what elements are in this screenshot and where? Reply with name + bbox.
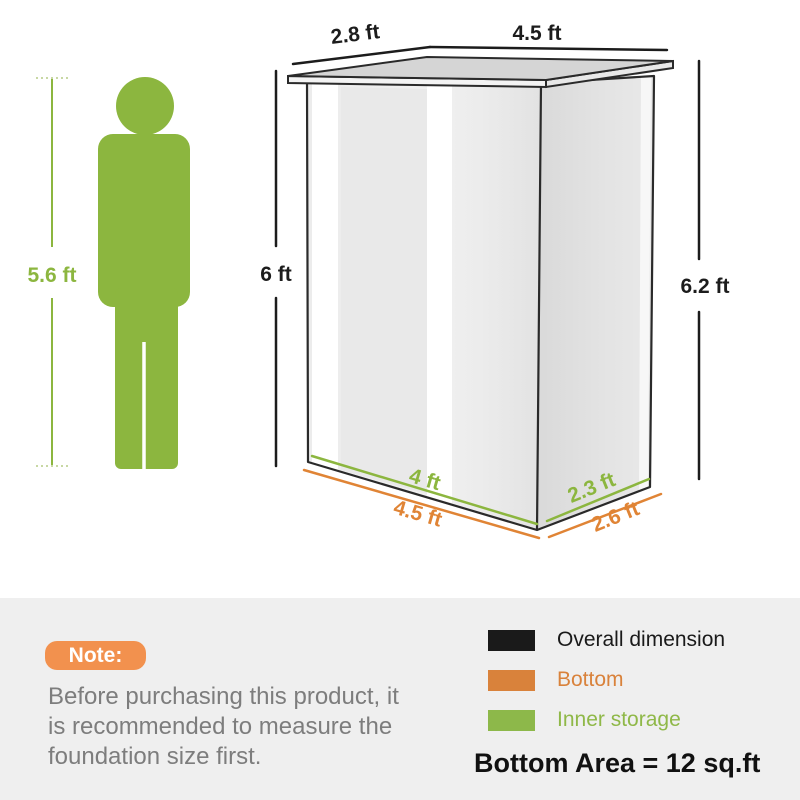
person-height-label: 5.6 ft: [27, 264, 76, 287]
person-body: [98, 134, 190, 307]
person-height-ticks: [36, 77, 68, 467]
inner-storage-lines: [310, 454, 651, 526]
front-height-label: 6 ft: [260, 263, 292, 286]
roof-depth-line: [291, 45, 432, 66]
info-panel: Note: Before purchasing this product, it…: [0, 598, 800, 800]
roof-depth-label: 2.8 ft: [329, 20, 380, 49]
note-badge-label: Note:: [68, 643, 123, 667]
shed-side-wall: [537, 76, 654, 530]
overall-height-label: 6.2 ft: [680, 275, 729, 298]
shed-door-panel: [341, 87, 427, 494]
note-badge: Note:: [45, 641, 146, 670]
person-legs: [115, 288, 178, 469]
roof-width-label: 4.5 ft: [512, 22, 561, 45]
roof-width-line: [428, 45, 669, 52]
note-line: is recommended to measure the: [48, 713, 393, 740]
inner-width-line: [310, 454, 539, 526]
shed-side-highlight: [639, 76, 651, 491]
legend-label: Bottom: [557, 668, 624, 691]
bottom-swatch: [488, 669, 535, 691]
person-head: [116, 77, 174, 135]
shed-roof-top: [287, 56, 674, 81]
shed-front-stripe-left: [312, 78, 338, 471]
legend-label: Overall dimension: [557, 628, 726, 651]
legend-item-overall: Overall dimension: [488, 628, 725, 652]
overall-dimension-swatch: [488, 629, 535, 651]
inner-storage-swatch: [488, 709, 535, 731]
bottom-dimension-lines: [302, 468, 663, 540]
bottom-depth-line: [547, 492, 663, 539]
note-line: Before purchasing this product, it: [48, 683, 399, 710]
note-text: Before purchasing this product, it is re…: [48, 682, 448, 772]
shed-front-stripe-right: [427, 80, 452, 503]
legend-item-bottom: Bottom: [488, 668, 624, 692]
dimension-diagram: 5.6 ft 2.8 ft 4.5 ft 6 ft 6.2 ft 4 ft 2.…: [27, 20, 730, 540]
bottom-width-line: [302, 468, 541, 540]
bottom-area-text: Bottom Area = 12 sq.ft: [474, 748, 761, 778]
shed: [287, 56, 674, 532]
inner-depth-line: [545, 477, 651, 523]
note-line: foundation size first.: [48, 743, 262, 770]
legend-label: Inner storage: [557, 708, 681, 731]
person-silhouette: [98, 77, 190, 469]
legend-item-inner-storage: Inner storage: [488, 708, 681, 732]
overall-dimension-lines: [274, 45, 701, 481]
